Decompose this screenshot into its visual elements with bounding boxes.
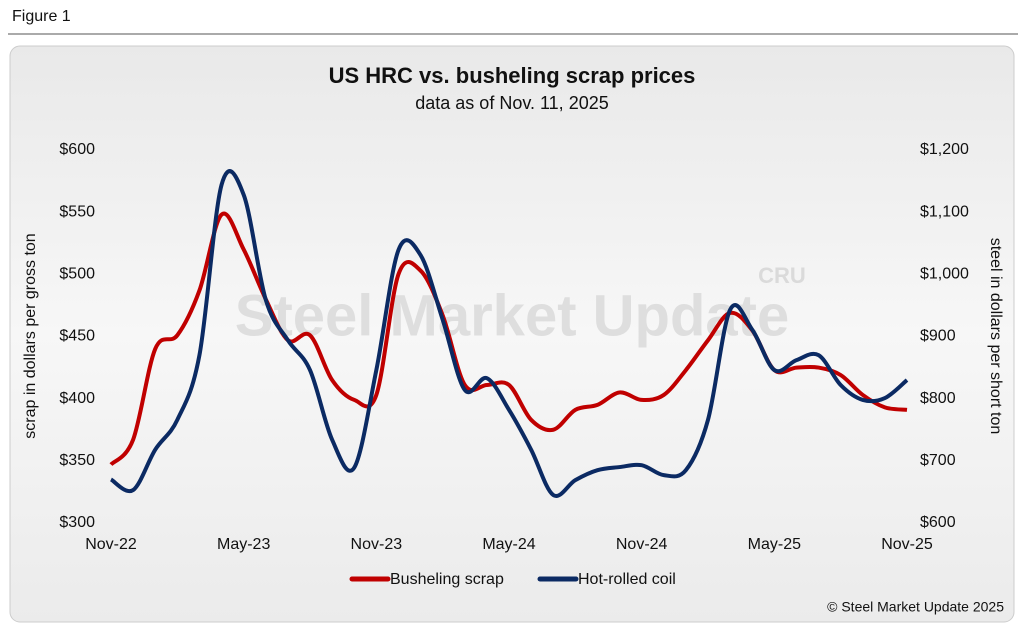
y2-tick-label: $700 xyxy=(920,452,956,469)
chart-title: US HRC vs. busheling scrap prices xyxy=(329,63,696,88)
y2-tick-label: $1,200 xyxy=(920,141,969,158)
y-tick-label: $550 xyxy=(59,203,95,220)
chart-subtitle: data as of Nov. 11, 2025 xyxy=(415,93,608,113)
y2-tick-label: $1,100 xyxy=(920,203,969,220)
y-tick-label: $400 xyxy=(59,390,95,407)
y2-tick-label: $600 xyxy=(920,514,956,531)
x-tick-label: Nov-25 xyxy=(881,536,933,553)
y-tick-label: $450 xyxy=(59,328,95,345)
x-tick-label: Nov-23 xyxy=(351,536,403,553)
legend-label: Busheling scrap xyxy=(390,571,504,588)
series-line xyxy=(109,169,909,498)
y2-axis-label: steel in dollars per short ton xyxy=(987,238,1004,435)
x-tick-label: May-25 xyxy=(748,536,801,553)
y-tick-label: $300 xyxy=(59,514,95,531)
legend-label: Hot-rolled coil xyxy=(578,571,676,588)
x-tick-label: May-24 xyxy=(482,536,535,553)
watermark: Steel Market Update xyxy=(235,283,789,348)
source: © Steel Market Update 2025 xyxy=(827,599,1004,615)
y2-tick-label: $800 xyxy=(920,390,956,407)
figure-label: Figure 1 xyxy=(12,8,71,25)
x-tick-label: Nov-22 xyxy=(85,536,137,553)
chart-card xyxy=(9,45,1015,623)
y-tick-label: $600 xyxy=(59,141,95,158)
y-tick-label: $500 xyxy=(59,266,95,283)
x-tick-label: May-23 xyxy=(217,536,270,553)
x-tick-label: Nov-24 xyxy=(616,536,668,553)
y2-tick-label: $900 xyxy=(920,328,956,345)
watermark-logo: CRU xyxy=(758,263,806,288)
y2-tick-label: $1,000 xyxy=(920,266,969,283)
y-tick-label: $350 xyxy=(59,452,95,469)
y-axis-label: scrap in dollars per gross ton xyxy=(22,233,39,438)
